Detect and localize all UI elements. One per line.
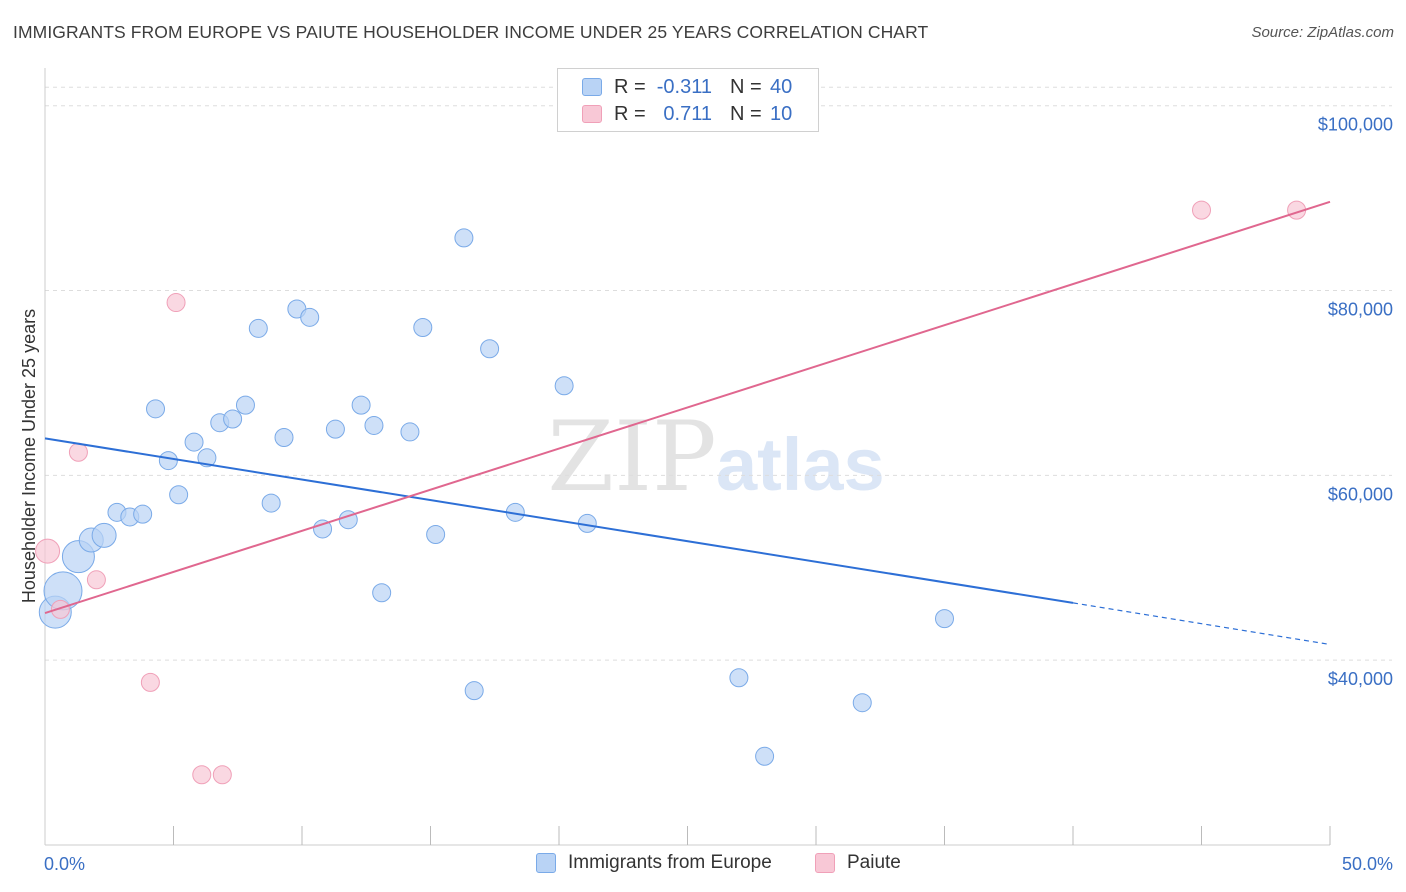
legend-n-value: 40 [770,75,793,98]
point-paiute [166,293,186,313]
point-europe [133,504,153,524]
y-tick-labels: $40,000 $60,000 $80,000 $100,000 [1318,115,1393,689]
x-tick-label: 50.0% [1342,854,1393,874]
point-europe [146,399,166,419]
point-europe [169,485,189,505]
point-europe [554,376,574,396]
y-axis-label: Householder Income Under 25 years [19,309,39,603]
gridlines [45,86,1392,661]
point-paiute [1192,200,1211,220]
bottom-legend-europe: Immigrants from Europe [536,852,772,874]
point-europe [351,395,371,415]
trend-line-paiute [44,200,1331,615]
y-tick-label: $60,000 [1328,484,1393,504]
point-europe [91,522,117,548]
point-europe [300,307,320,327]
point-europe [464,681,484,701]
watermark-zip: ZIP [547,401,716,513]
point-europe [325,419,345,439]
point-europe [372,583,392,603]
trend-line-europe-extrapolated [1072,602,1331,646]
point-europe [261,493,281,513]
legend: R = -0.311 N = 40 R = 0.711 N = 10 [557,68,819,132]
bottom-legend-swatch-europe [536,853,556,873]
trend-lines [44,200,1331,646]
legend-r-value: 0.711 [663,102,712,125]
y-tick-label: $80,000 [1328,300,1393,320]
point-paiute [68,442,88,462]
bottom-legend: Immigrants from Europe Paiute [0,852,1406,878]
point-europe [426,525,446,545]
bottom-legend-swatch-paiute [815,853,835,873]
point-paiute [35,538,61,564]
point-paiute [212,765,232,785]
legend-row-paiute: R = 0.711 N = 10 [582,101,792,127]
y-tick-label: $100,000 [1318,115,1393,135]
point-paiute [50,599,70,619]
point-europe [158,451,178,471]
watermark-atlas: atlas [716,423,885,506]
point-europe [184,432,204,452]
point-europe [480,339,500,359]
trend-line-europe [44,437,1074,604]
point-paiute [86,570,106,590]
watermark: ZIP atlas [547,401,884,513]
point-paiute [140,672,160,692]
point-europe [274,427,294,447]
legend-row-europe: R = -0.311 N = 40 [582,74,792,100]
data-points [35,200,1307,785]
legend-swatch-europe [582,78,602,96]
point-europe [454,228,474,248]
point-europe [197,448,217,468]
source-label: Source: ZipAtlas.com [1251,24,1394,41]
point-europe [313,519,333,539]
x-tick-label: 0.0% [44,854,85,874]
point-europe [364,415,384,435]
legend-n-value: 10 [770,102,793,125]
legend-n-label: N = [730,102,762,125]
bottom-legend-label-europe: Immigrants from Europe [568,852,772,873]
legend-r-label: R = [614,102,646,125]
point-europe [248,318,268,338]
point-europe [729,668,749,688]
y-tick-label: $40,000 [1328,669,1393,689]
point-europe [413,318,433,338]
x-tick-labels: 0.0% 50.0% [44,854,1393,874]
point-europe [400,422,420,442]
bottom-legend-paiute: Paiute [815,852,901,874]
point-europe [935,609,954,629]
point-europe [852,693,872,713]
bottom-legend-label-paiute: Paiute [847,852,901,873]
legend-swatch-paiute [582,105,602,123]
x-ticks [173,826,1331,845]
legend-n-label: N = [730,75,762,98]
point-europe [755,746,775,766]
legend-r-value: -0.311 [656,75,712,98]
point-europe [235,395,255,415]
legend-r-label: R = [614,75,646,98]
chart-title: IMMIGRANTS FROM EUROPE VS PAIUTE HOUSEHO… [13,22,929,42]
point-europe [223,409,243,429]
point-paiute [192,765,212,785]
